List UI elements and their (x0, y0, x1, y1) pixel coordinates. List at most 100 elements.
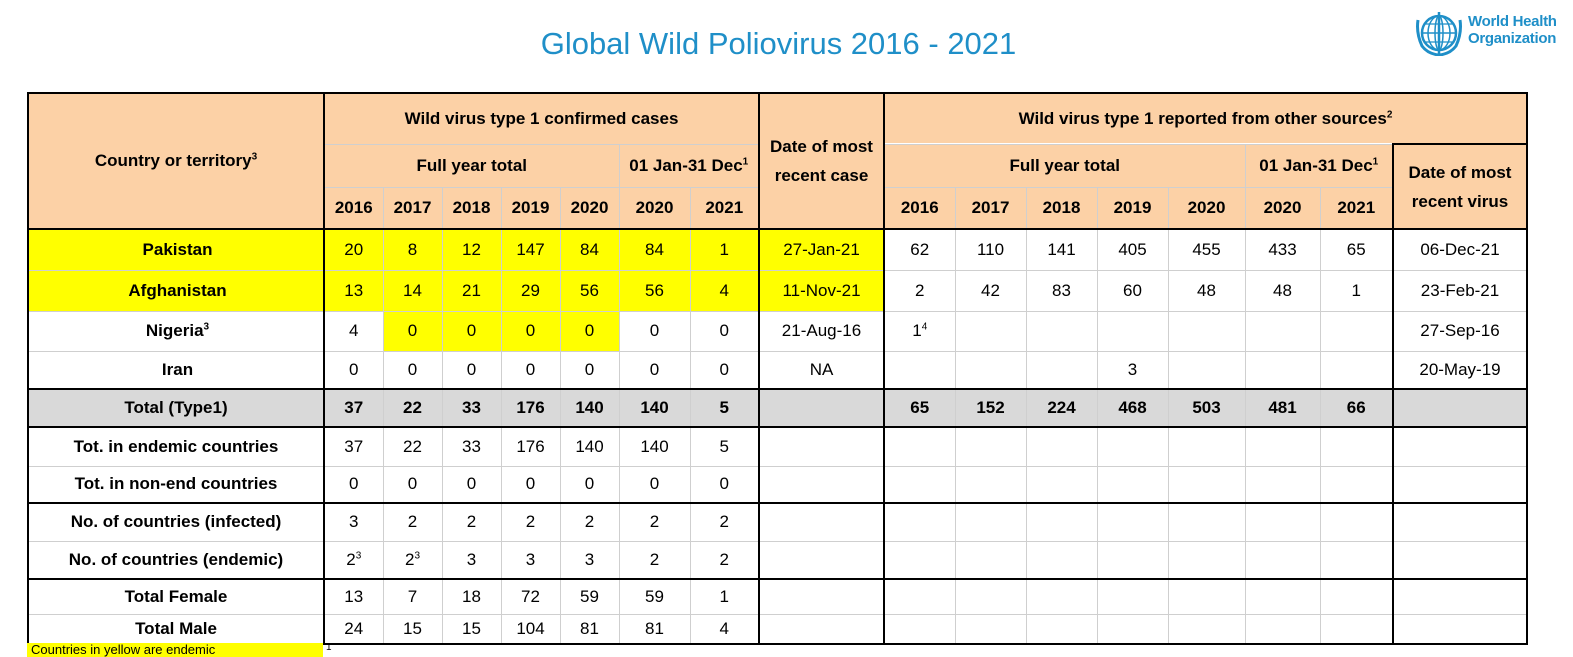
total-other-cell: 468 (1096, 388, 1169, 428)
summary-cell: 0 (441, 465, 502, 504)
total-recent-virus-cell (1392, 388, 1528, 428)
summary-empty-cell (1319, 540, 1394, 580)
case-cell: 12 (441, 228, 502, 271)
total-other-cell: 65 (883, 388, 956, 428)
case-cell: 84 (618, 228, 691, 271)
other-source-cell: 141 (1025, 228, 1098, 271)
summary-empty-cell (1167, 465, 1246, 504)
other-source-cell (1096, 310, 1169, 352)
summary-empty-cell (1167, 502, 1246, 542)
recent-case-cell: NA (758, 350, 885, 390)
case-cell: 0 (323, 350, 384, 390)
summary-empty-cell (1096, 613, 1169, 645)
header-recent-virus: Date of most recent virus (1392, 143, 1528, 230)
summary-cell: 59 (559, 578, 620, 615)
header-wpv-cases: Wild virus type 1 confirmed cases (323, 92, 760, 145)
case-cell: 0 (559, 350, 620, 390)
total-case-cell: 140 (559, 388, 620, 428)
summary-empty-cell (1167, 613, 1246, 645)
total-case-cell: 176 (500, 388, 561, 428)
other-source-cell: 48 (1244, 269, 1321, 312)
summary-cell: 3 (559, 540, 620, 580)
summary-empty-cell (758, 540, 885, 580)
summary-cell: 2 (618, 540, 691, 580)
summary-cell: 0 (323, 465, 384, 504)
header-year-cases: 2019 (500, 186, 561, 230)
summary-cell: 13 (323, 578, 384, 615)
summary-cell: 7 (382, 578, 443, 615)
summary-cell: 4 (689, 613, 760, 645)
footnote-sup: 1 (326, 642, 332, 653)
other-source-cell (1244, 350, 1321, 390)
other-source-cell: 405 (1096, 228, 1169, 271)
case-cell: 147 (500, 228, 561, 271)
summary-cell: 2 (689, 540, 760, 580)
summary-empty-cell (758, 578, 885, 615)
summary-cell: 18 (441, 578, 502, 615)
total-recent-case-cell (758, 388, 885, 428)
summary-empty-cell (883, 426, 956, 467)
case-cell: 13 (323, 269, 384, 312)
summary-empty-cell (1244, 465, 1321, 504)
other-source-cell: 62 (883, 228, 956, 271)
summary-label: No. of countries (endemic) (27, 540, 325, 580)
summary-empty-cell (954, 502, 1027, 542)
summary-cell: 81 (559, 613, 620, 645)
summary-cell: 3 (500, 540, 561, 580)
case-cell: 0 (559, 310, 620, 352)
summary-empty-cell (1319, 465, 1394, 504)
case-cell: 1 (689, 228, 760, 271)
recent-case-cell: 21-Aug-16 (758, 310, 885, 352)
header-period-cases: 01 Jan-31 Dec1 (618, 143, 760, 188)
summary-empty-cell (1096, 502, 1169, 542)
summary-empty-cell (1319, 578, 1394, 615)
case-cell: 20 (323, 228, 384, 271)
summary-empty-cell (1319, 426, 1394, 467)
other-source-cell: 60 (1096, 269, 1169, 312)
case-cell: 84 (559, 228, 620, 271)
who-logo-line2: Organization (1468, 30, 1557, 47)
header-recent-case: Date of most recent case (758, 92, 885, 230)
summary-cell: 0 (500, 465, 561, 504)
summary-label: Total Male (27, 613, 325, 645)
other-source-cell: 2 (883, 269, 956, 312)
who-logo: World Health Organization (1414, 10, 1573, 56)
header-year-cases: 2020 (559, 186, 620, 230)
country-label: Iran (27, 350, 325, 390)
header-year-other: 2020 (1167, 186, 1246, 230)
summary-empty-cell (1392, 613, 1528, 645)
summary-cell: 3 (323, 502, 384, 542)
case-cell: 0 (441, 310, 502, 352)
summary-cell: 81 (618, 613, 691, 645)
total-case-cell: 37 (323, 388, 384, 428)
summary-empty-cell (1244, 613, 1321, 645)
summary-empty-cell (1025, 578, 1098, 615)
summary-cell: 2 (441, 502, 502, 542)
summary-label: No. of countries (infected) (27, 502, 325, 542)
other-source-cell: 65 (1319, 228, 1394, 271)
summary-empty-cell (1096, 578, 1169, 615)
summary-cell: 23 (323, 540, 384, 580)
header-country: Country or territory3 (27, 92, 325, 230)
header-full-year-cases: Full year total (323, 143, 620, 188)
header-year-other: 2019 (1096, 186, 1169, 230)
summary-empty-cell (1025, 540, 1098, 580)
summary-empty-cell (883, 465, 956, 504)
summary-empty-cell (883, 540, 956, 580)
other-source-cell: 1 (1319, 269, 1394, 312)
summary-cell: 22 (382, 426, 443, 467)
case-cell: 56 (618, 269, 691, 312)
recent-case-cell: 11-Nov-21 (758, 269, 885, 312)
other-source-cell (1025, 350, 1098, 390)
recent-virus-cell: 20-May-19 (1392, 350, 1528, 390)
case-cell: 0 (382, 350, 443, 390)
who-logo-text: World Health Organization (1468, 13, 1557, 47)
summary-cell: 176 (500, 426, 561, 467)
summary-cell: 5 (689, 426, 760, 467)
summary-cell: 2 (689, 502, 760, 542)
other-source-cell (1025, 310, 1098, 352)
summary-label: Total Female (27, 578, 325, 615)
summary-label: Tot. in non-end countries (27, 465, 325, 504)
case-cell: 0 (441, 350, 502, 390)
header-year-cases: 2017 (382, 186, 443, 230)
